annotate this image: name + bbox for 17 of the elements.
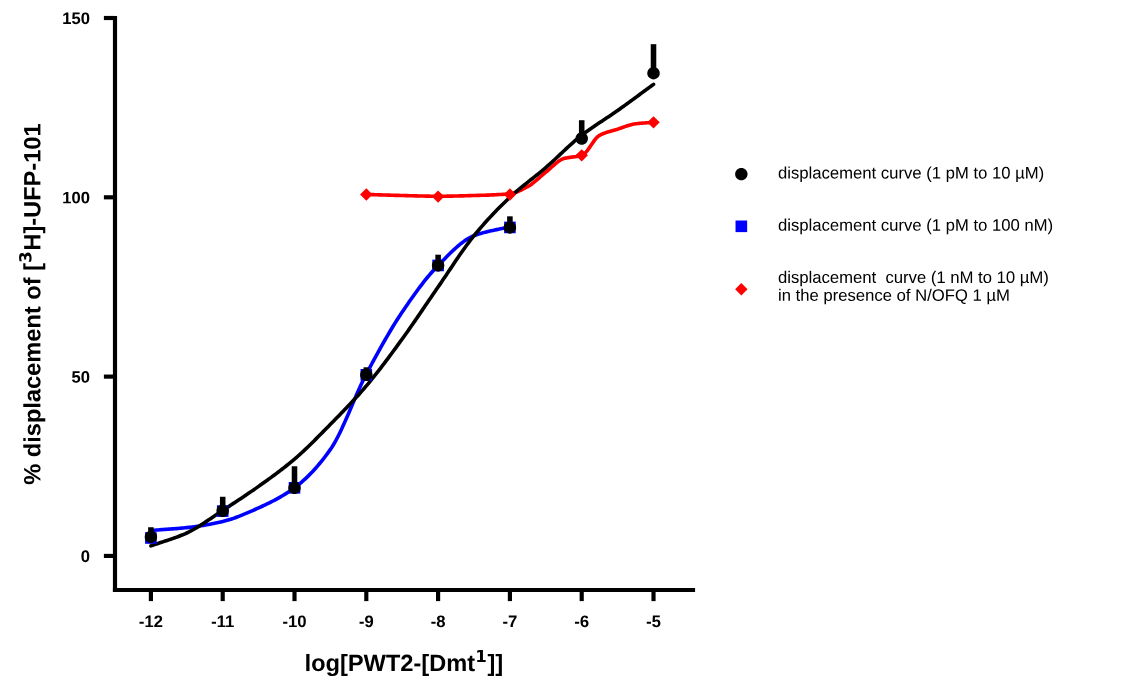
x-tick-label: -9 xyxy=(359,615,374,628)
x-tick-label: -10 xyxy=(283,615,306,628)
x-tick-label: -6 xyxy=(574,615,589,628)
y-tick-label: 0 xyxy=(81,550,90,563)
y-tick-label: 150 xyxy=(63,12,90,25)
x-tick-label: -11 xyxy=(211,615,234,628)
x-tick-label: -7 xyxy=(503,615,517,628)
legend-label: displacement curve (1 pM to 100 nM) xyxy=(778,218,1053,235)
x-tick-label: -12 xyxy=(139,615,163,628)
y-tick-label: 100 xyxy=(63,191,90,204)
y-axis-title: % displacement of [$^{3}$H]-UFP-101 xyxy=(19,124,46,485)
legend-label: displacement curve (1 nM to 10 µM) in the presence of N/OFQ 1 µM xyxy=(778,270,1048,305)
x-axis-title: log[PWT2-[Dmt$^{1}$]] xyxy=(306,649,502,677)
legend-label: displacement curve (1 pM to 10 µM) xyxy=(778,166,1044,182)
y-tick-label: 50 xyxy=(71,371,90,383)
x-tick-label: -5 xyxy=(646,615,661,628)
x-tick-label: -8 xyxy=(431,615,445,628)
